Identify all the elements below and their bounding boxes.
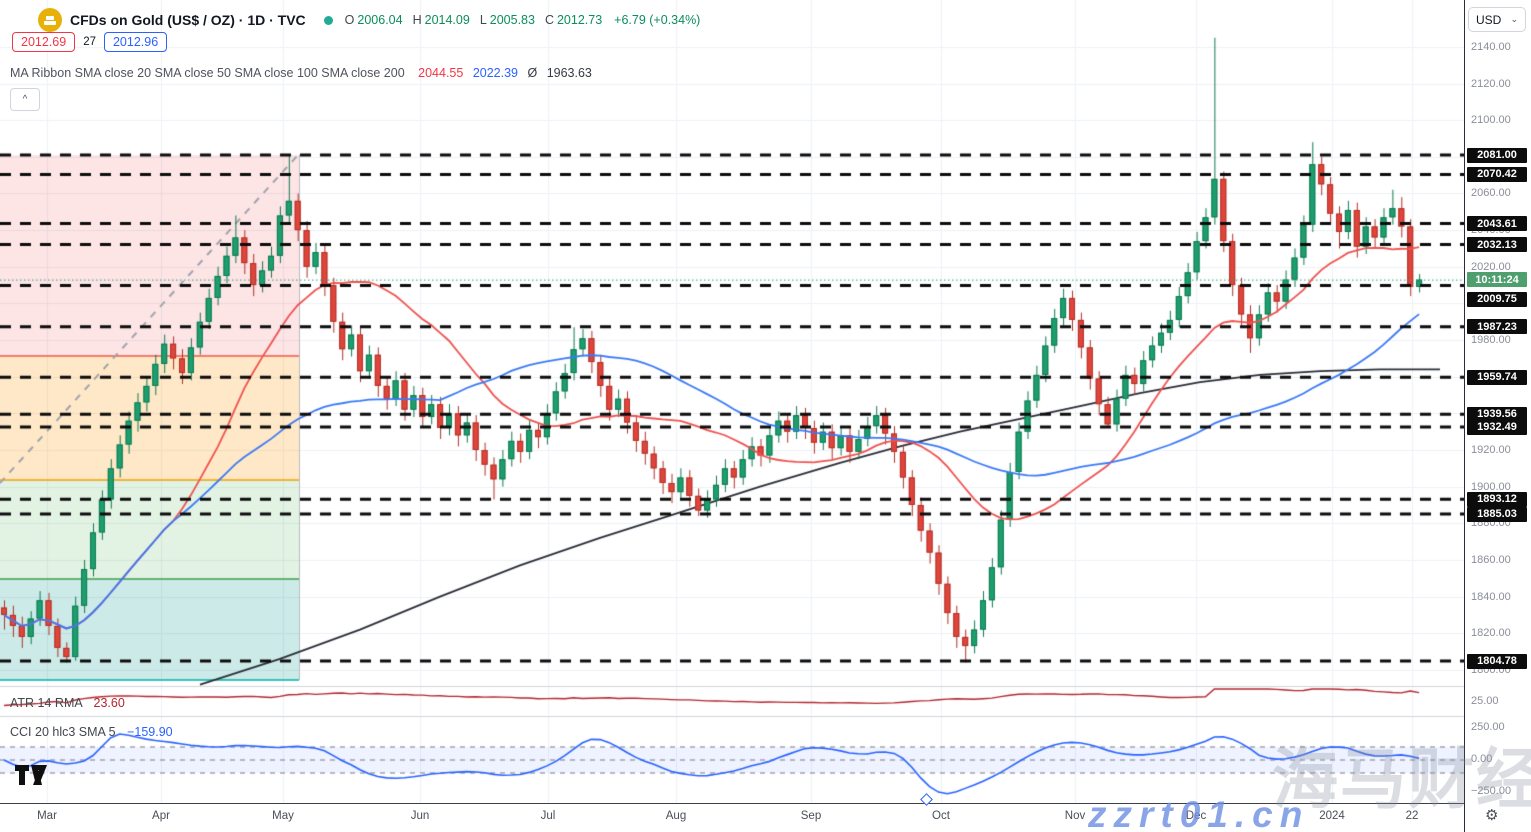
price-tick-label: 1980.00: [1471, 334, 1511, 347]
atr-legend[interactable]: ATR 14 RMA 23.60: [10, 696, 125, 710]
low-value: 2005.83: [489, 13, 535, 27]
price-tick-label: 1820.00: [1471, 627, 1511, 640]
price-tick-label: 2120.00: [1471, 77, 1511, 90]
open-value: 2006.04: [357, 13, 403, 27]
level-price-label: 2081.00: [1467, 147, 1527, 163]
indicator-tick-label: −250.00: [1471, 785, 1512, 797]
level-price-label: 1893.12: [1467, 491, 1527, 507]
level-price-label: 1804.78: [1467, 653, 1527, 669]
indicator-tick-label: 250.00: [1471, 721, 1505, 733]
symbol-title[interactable]: CFDs on Gold (US$ / OZ) · 1D · TVC: [70, 12, 306, 28]
currency-value: USD: [1476, 12, 1502, 27]
buy-ask-button[interactable]: 2012.96: [103, 32, 168, 52]
level-price-label: 2043.61: [1467, 216, 1527, 232]
spread-value: 27: [83, 36, 96, 48]
low-label: L: [479, 13, 487, 27]
avg-symbol: Ø: [527, 66, 538, 80]
time-tick-label: Oct: [932, 810, 950, 822]
sma50-value: 2022.39: [472, 66, 518, 80]
time-axis[interactable]: Mar Apr May Jun Jul Aug Sep Oct Nov Dec 2024 22: [0, 803, 1464, 832]
level-price-label: 2070.42: [1467, 166, 1527, 182]
price-chart-canvas[interactable]: [0, 0, 1464, 803]
sma200-value: 1963.63: [546, 66, 592, 80]
currency-selector[interactable]: USD ⌄: [1468, 7, 1526, 32]
level-price-label: 1885.03: [1467, 506, 1527, 522]
level-price-label: 2009.75: [1467, 291, 1527, 307]
change-value: +6.79 (+0.34%): [614, 13, 701, 27]
chevron-down-icon: ⌄: [1510, 14, 1518, 24]
price-tick-label: 1920.00: [1471, 444, 1511, 456]
cci-label: CCI 20 hlc3 SMA 5: [10, 725, 116, 739]
high-label: H: [412, 13, 422, 27]
axis-settings-gear-icon[interactable]: ⚙: [1485, 807, 1499, 824]
time-tick-label: May: [272, 810, 294, 822]
close-label: C: [544, 13, 554, 27]
indicator-tick-label: 0.00: [1471, 753, 1493, 765]
price-axis[interactable]: USD ⌄ 1800.00 1820.00 1840.00 1860.00 1880.0…: [1464, 0, 1531, 832]
close-value: 2012.73: [556, 13, 603, 27]
time-tick-label: Mar: [37, 810, 57, 822]
ma-ribbon-label: MA Ribbon SMA close 20 SMA close 50 SMA …: [10, 66, 405, 80]
atr-label: ATR 14 RMA: [10, 696, 83, 710]
time-tick-label: Dec: [1185, 810, 1207, 822]
price-tick-label: 1860.00: [1471, 553, 1511, 566]
sma20-value: 2044.55: [418, 66, 464, 80]
gold-coin-icon: [38, 8, 62, 32]
time-tick-label: Nov: [1064, 810, 1086, 822]
level-price-label: 1959.74: [1467, 369, 1527, 385]
level-price-label: 1932.49: [1467, 419, 1527, 435]
time-tick-label: Jul: [540, 810, 556, 822]
tradingview-logo-icon[interactable]: [14, 764, 48, 786]
time-tick-label: Aug: [665, 810, 687, 822]
time-tick-label: 2024: [1319, 810, 1345, 822]
time-tick-label: Apr: [152, 810, 170, 822]
atr-value: 23.60: [93, 696, 125, 710]
level-price-label: 2032.13: [1467, 237, 1527, 253]
time-tick-label: 22: [1405, 810, 1419, 822]
collapse-legend-button[interactable]: ^: [10, 88, 40, 111]
price-tick-label: 2140.00: [1471, 40, 1511, 53]
cci-legend[interactable]: CCI 20 hlc3 SMA 5 −159.90: [10, 725, 173, 739]
level-price-label: 1987.23: [1467, 319, 1527, 335]
cci-value: −159.90: [127, 725, 173, 739]
time-tick-label: Jun: [410, 810, 430, 822]
price-tick-label: 2020.00: [1471, 260, 1511, 273]
price-tick-label: 2100.00: [1471, 114, 1511, 127]
indicator-tick-label: 25.00: [1471, 695, 1499, 707]
high-value: 2014.09: [424, 13, 470, 27]
price-tick-label: 2060.00: [1471, 187, 1511, 200]
ohlc-values: O 2006.04 H 2014.09 L 2005.83 C 2012.73 +6.7…: [345, 13, 701, 27]
bar-countdown-label: 10:11:24: [1467, 272, 1527, 288]
sell-bid-button[interactable]: 2012.69: [12, 32, 76, 52]
price-tick-label: 1900.00: [1471, 480, 1511, 493]
market-status-dot-icon[interactable]: [323, 15, 333, 25]
chevron-up-icon: ^: [22, 94, 28, 105]
price-tick-label: 1840.00: [1471, 590, 1511, 603]
open-label: O: [344, 13, 355, 27]
level-price-label: 1939.56: [1467, 406, 1527, 422]
ma-ribbon-legend[interactable]: MA Ribbon SMA close 20 SMA close 50 SMA …: [10, 66, 592, 80]
time-tick-label: Sep: [800, 810, 822, 822]
